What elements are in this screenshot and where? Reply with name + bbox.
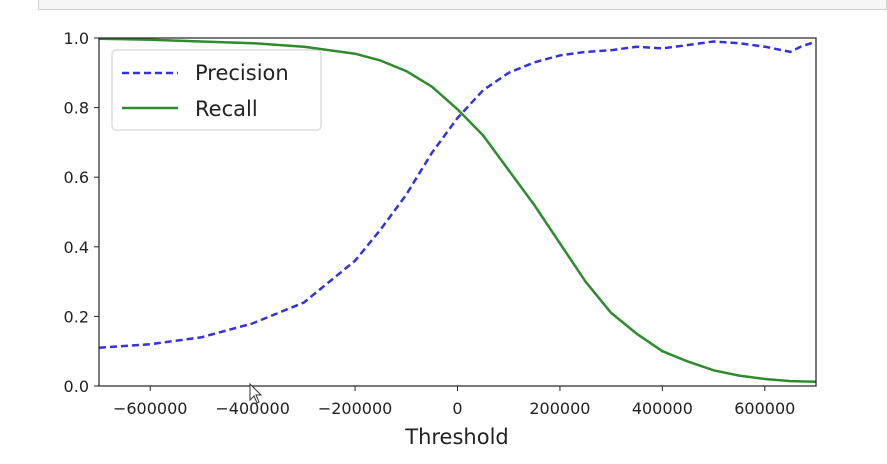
series-line-recall xyxy=(98,37,817,384)
series-line-precision xyxy=(98,40,817,349)
mouse-cursor-icon xyxy=(249,383,263,404)
legend-label-recall: Recall xyxy=(195,97,258,121)
y-tick-label: 0.4 xyxy=(64,238,89,257)
x-axis-label: Threshold xyxy=(404,425,509,449)
x-tick-label: 0 xyxy=(452,399,462,418)
y-tick-label: 0.8 xyxy=(64,99,89,118)
legend-label-precision: Precision xyxy=(195,61,289,85)
x-tick-label: 600000 xyxy=(734,399,795,418)
y-tick-label: 1.0 xyxy=(64,29,89,48)
y-tick-label: 0.0 xyxy=(64,377,89,396)
x-tick-label: 200000 xyxy=(529,399,590,418)
x-tick-label: −400000 xyxy=(215,399,289,418)
chart-legend: Precision Recall xyxy=(111,49,322,131)
legend-box xyxy=(111,49,322,131)
x-tick-label: −600000 xyxy=(113,399,187,418)
y-tick-label: 0.6 xyxy=(64,168,89,187)
y-tick-label: 0.2 xyxy=(64,307,89,326)
x-tick-label: 400000 xyxy=(632,399,693,418)
x-tick-label: −200000 xyxy=(318,399,392,418)
